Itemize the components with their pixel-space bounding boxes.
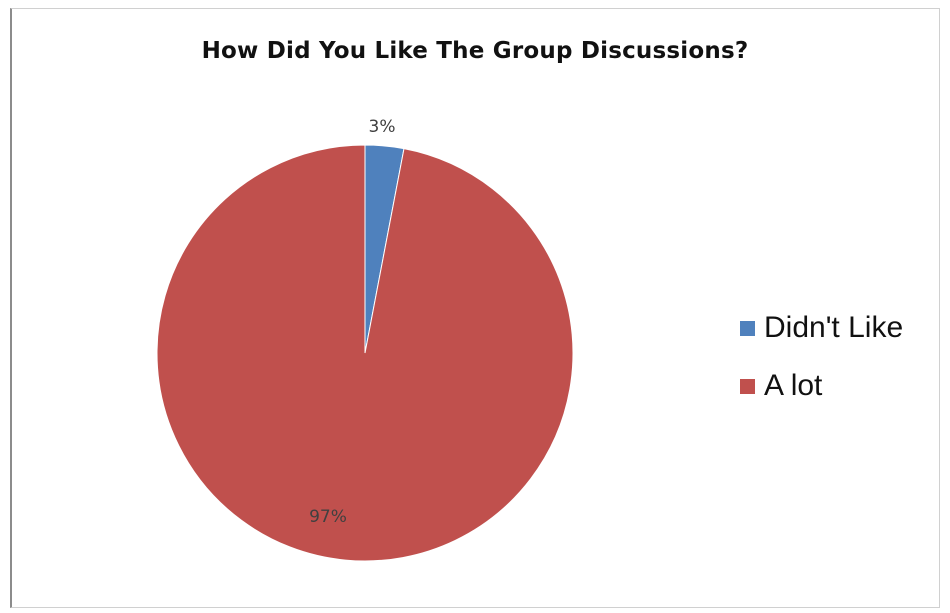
pie-slice-a-lot	[156, 144, 574, 562]
legend-item-a-lot: A lot	[740, 366, 903, 406]
legend-item-didnt-like: Didn't Like	[740, 308, 903, 348]
legend-label-a-lot: A lot	[764, 369, 823, 402]
legend-swatch-didnt-like	[740, 320, 755, 336]
pie-data-labels: 3% 97%	[309, 117, 395, 527]
legend-swatch-a-lot	[740, 378, 755, 394]
data-label-a-lot: 97%	[309, 507, 347, 527]
data-label-didn-t-like: 3%	[369, 117, 396, 137]
pie-slices	[156, 144, 574, 562]
legend-label-didnt-like: Didn't Like	[764, 311, 904, 344]
legend: Didn't Like A lot	[740, 308, 903, 424]
chart-title: How Did You Like The Group Discussions?	[201, 38, 749, 64]
